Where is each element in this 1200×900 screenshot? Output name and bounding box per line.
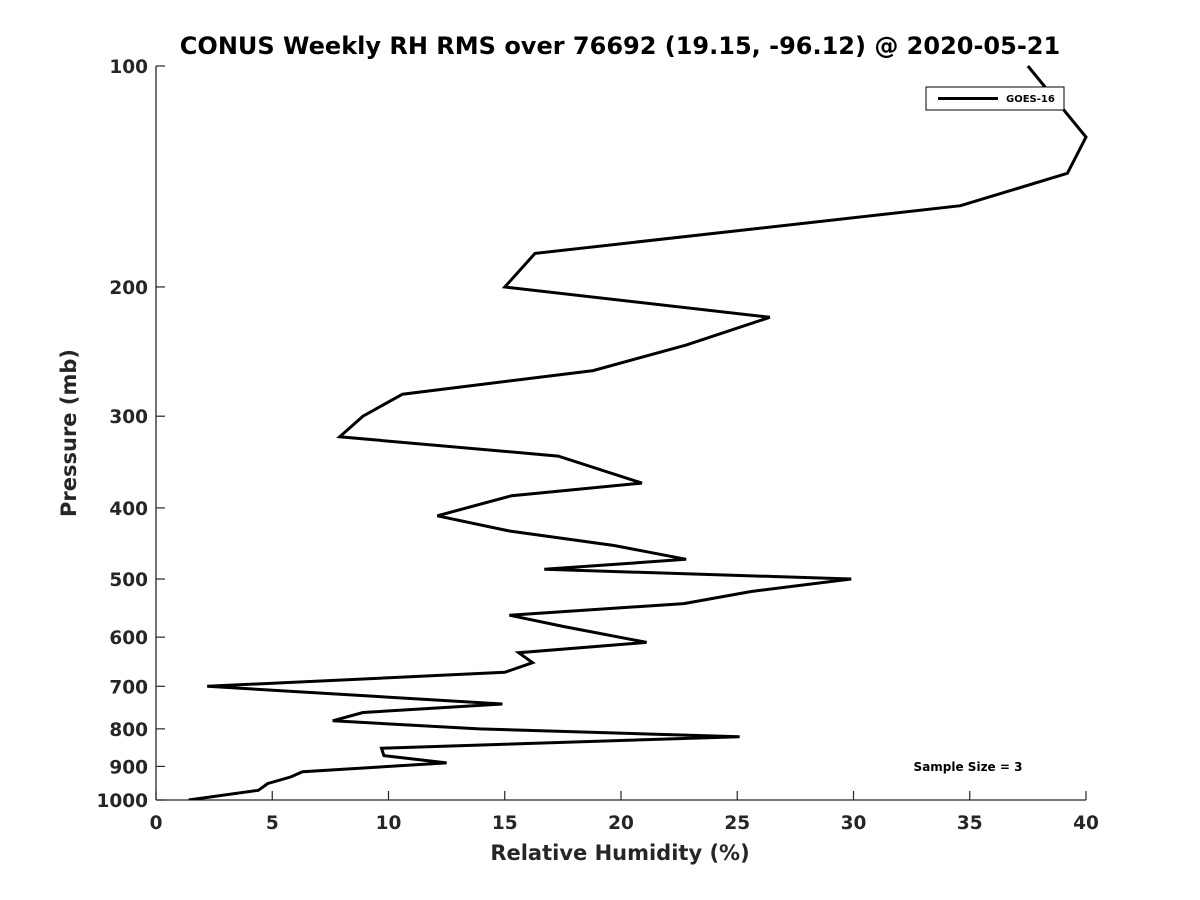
y-tick-label: 600 <box>109 628 148 649</box>
plot-area: 0 5 10 15 20 25 30 35 40 100 200 300 400 500 600 700 800… <box>97 57 1099 834</box>
series-line-goes-16 <box>188 65 1088 800</box>
y-axis-label: Pressure (mb) <box>57 349 81 517</box>
sample-size-annotation: Sample Size = 3 <box>914 760 1023 774</box>
y-tick-label: 700 <box>109 677 148 698</box>
y-tick-label: 100 <box>109 57 148 78</box>
y-tick-label: 1000 <box>97 791 149 812</box>
legend: GOES-16 <box>925 86 1065 111</box>
y-tick-label: 400 <box>109 499 148 520</box>
y-tick-label: 500 <box>109 570 148 591</box>
y-tick-label: 300 <box>109 407 148 428</box>
x-tick-label: 10 <box>376 813 402 834</box>
x-tick-label: 40 <box>1073 813 1099 834</box>
x-tick-label: 20 <box>608 813 634 834</box>
y-tick-label: 800 <box>109 720 148 741</box>
x-axis-label: Relative Humidity (%) <box>490 841 749 865</box>
x-tick-label: 30 <box>841 813 867 834</box>
chart-title: CONUS Weekly RH RMS over 76692 (19.15, -… <box>180 32 1060 60</box>
x-tick-label: 35 <box>957 813 983 834</box>
y-tick-label: 900 <box>109 757 148 778</box>
x-tick-label: 15 <box>492 813 518 834</box>
x-tick-label: 5 <box>266 813 279 834</box>
x-tick-label: 25 <box>724 813 750 834</box>
y-tick-label: 200 <box>109 278 148 299</box>
x-tick-label: 0 <box>150 813 163 834</box>
legend-entry-goes-16: GOES-16 <box>1006 94 1055 105</box>
